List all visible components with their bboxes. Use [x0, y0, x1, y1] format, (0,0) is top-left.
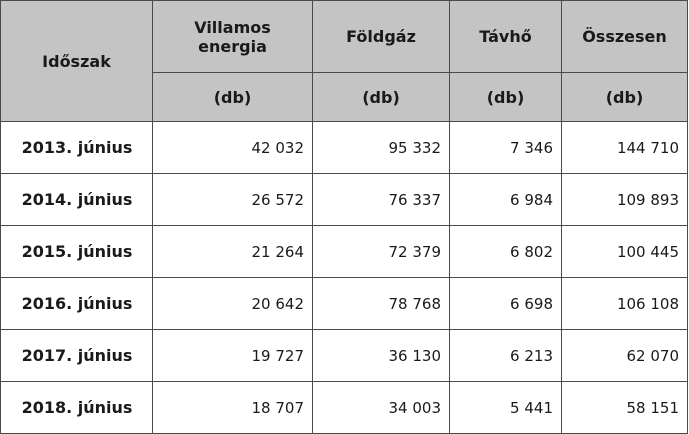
unit-total: (db) — [561, 72, 688, 122]
table-row: 2017. június 19 727 36 130 6 213 62 070 — [0, 329, 688, 382]
unit-electricity: (db) — [152, 72, 313, 122]
gas-cell: 34 003 — [312, 381, 450, 434]
column-header-total: Összesen — [561, 0, 688, 73]
table-row: 2015. június 21 264 72 379 6 802 100 445 — [0, 225, 688, 278]
electricity-cell: 21 264 — [152, 225, 313, 278]
total-cell: 62 070 — [561, 329, 688, 382]
period-cell: 2018. június — [0, 381, 153, 434]
period-cell: 2014. június — [0, 173, 153, 226]
table-row: 2013. június 42 032 95 332 7 346 144 710 — [0, 121, 688, 174]
district-heating-cell: 5 441 — [449, 381, 562, 434]
gas-cell: 36 130 — [312, 329, 450, 382]
period-header: Időszak — [0, 0, 153, 122]
header-row-units: (db) (db) (db) (db) — [1, 72, 688, 122]
period-cell: 2017. június — [0, 329, 153, 382]
electricity-cell: 19 727 — [152, 329, 313, 382]
electricity-cell: 18 707 — [152, 381, 313, 434]
gas-cell: 72 379 — [312, 225, 450, 278]
table-row: 2018. június 18 707 34 003 5 441 58 151 — [0, 381, 688, 434]
district-heating-cell: 6 802 — [449, 225, 562, 278]
period-cell: 2015. június — [0, 225, 153, 278]
column-header-gas: Földgáz — [312, 0, 450, 73]
header-row-labels: Időszak Villamos energia Földgáz Távhő Ö… — [0, 0, 688, 122]
electricity-cell: 42 032 — [152, 121, 313, 174]
district-heating-cell: 7 346 — [449, 121, 562, 174]
column-header-electricity: Villamos energia — [152, 0, 313, 73]
district-heating-cell: 6 984 — [449, 173, 562, 226]
table-body: 2013. június 42 032 95 332 7 346 144 710… — [0, 121, 688, 434]
total-cell: 58 151 — [561, 381, 688, 434]
period-cell: 2016. június — [0, 277, 153, 330]
total-cell: 106 108 — [561, 277, 688, 330]
column-header-district-heating: Távhő — [449, 0, 562, 73]
electricity-cell: 26 572 — [152, 173, 313, 226]
gas-cell: 95 332 — [312, 121, 450, 174]
electricity-cell: 20 642 — [152, 277, 313, 330]
table-row: 2016. június 20 642 78 768 6 698 106 108 — [0, 277, 688, 330]
gas-cell: 76 337 — [312, 173, 450, 226]
total-cell: 109 893 — [561, 173, 688, 226]
period-cell: 2013. június — [0, 121, 153, 174]
table-header: Időszak Villamos energia Földgáz Távhő Ö… — [0, 0, 688, 122]
total-cell: 100 445 — [561, 225, 688, 278]
table-row: 2014. június 26 572 76 337 6 984 109 893 — [0, 173, 688, 226]
district-heating-cell: 6 698 — [449, 277, 562, 330]
total-cell: 144 710 — [561, 121, 688, 174]
district-heating-cell: 6 213 — [449, 329, 562, 382]
unit-gas: (db) — [312, 72, 450, 122]
gas-cell: 78 768 — [312, 277, 450, 330]
unit-district-heating: (db) — [449, 72, 562, 122]
